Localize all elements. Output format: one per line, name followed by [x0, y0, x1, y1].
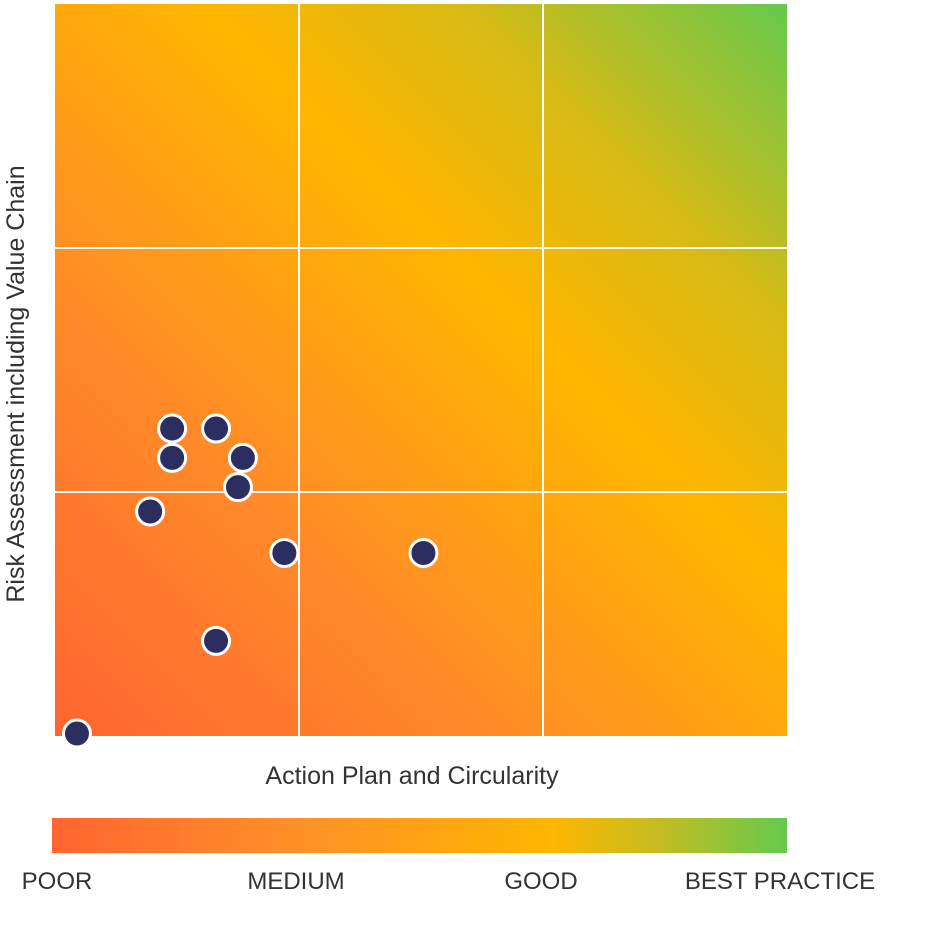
- data-point-8: [201, 625, 232, 656]
- legend-label-medium: MEDIUM: [247, 868, 344, 895]
- data-point-6: [223, 472, 253, 503]
- plot-background: [55, 4, 787, 736]
- y-axis-label: Risk Assessment including Value Chain: [2, 165, 30, 602]
- data-point-2: [135, 496, 166, 527]
- data-point-5: [201, 413, 232, 444]
- legend-label-poor: POOR: [22, 868, 93, 895]
- legend-color-bar: [52, 818, 787, 853]
- grid-lines: [55, 4, 787, 736]
- data-point-1: [61, 718, 92, 749]
- data-point-7: [227, 442, 258, 473]
- legend-label-best-practice: BEST PRACTICE: [685, 868, 875, 895]
- data-point-3: [157, 442, 188, 473]
- data-points: [61, 413, 439, 749]
- data-point-9: [269, 538, 300, 568]
- legend-label-good: GOOD: [504, 868, 577, 895]
- x-axis-label: Action Plan and Circularity: [265, 762, 559, 790]
- data-point-10: [408, 538, 439, 568]
- data-point-4: [157, 413, 188, 444]
